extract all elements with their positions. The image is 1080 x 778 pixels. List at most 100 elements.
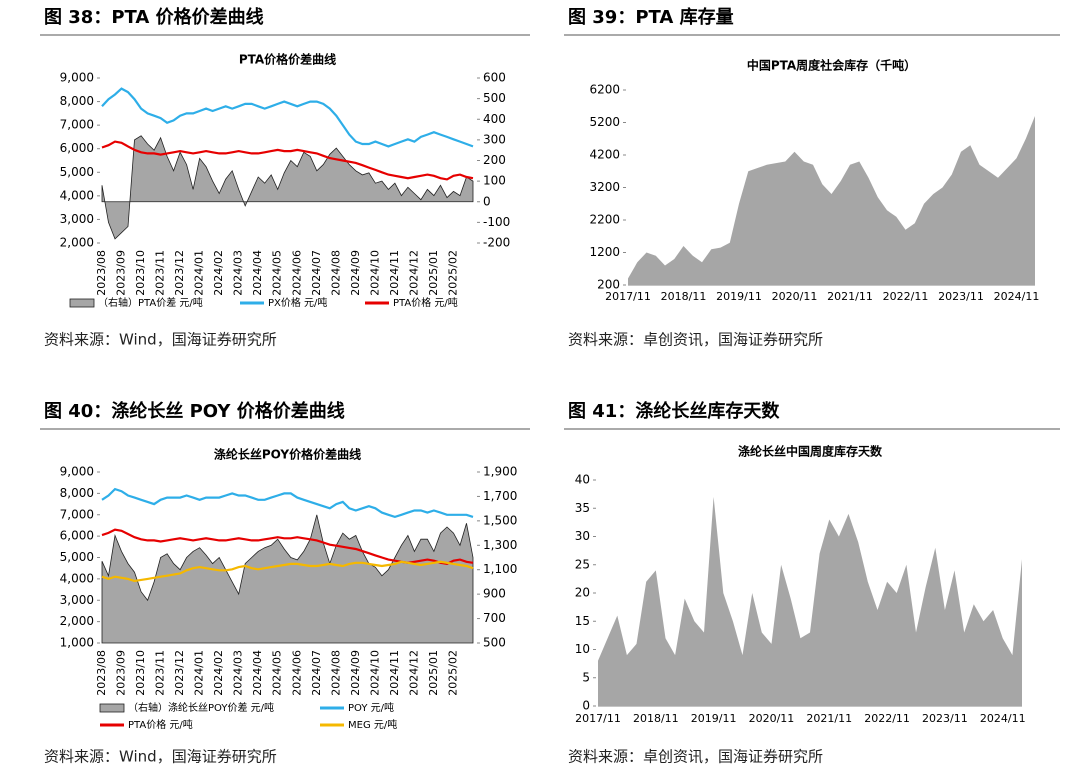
x-tick-label: 2023/10 — [134, 650, 147, 696]
x-tick-label: 2025/01 — [427, 650, 440, 696]
y-tick-label: 200 — [597, 278, 620, 292]
x-tick-label: 2024/09 — [349, 650, 362, 696]
y-tick-label: -200 — [483, 236, 510, 250]
legend-label: PTA价格 元/吨 — [128, 718, 193, 731]
x-tick-label: 2024/06 — [290, 250, 303, 296]
y-tick-label: 4200 — [589, 148, 620, 162]
y-tick-label: 3,000 — [60, 212, 94, 226]
legend-swatch — [99, 703, 125, 713]
x-tick-label: 2023/08 — [95, 650, 108, 696]
y-tick-label: 300 — [483, 132, 506, 146]
y-tick-label: 35 — [575, 501, 590, 515]
line — [101, 140, 474, 181]
x-tick-label: 2024/08 — [329, 250, 342, 296]
x-tick-label: 2024/09 — [349, 250, 362, 296]
line — [101, 487, 474, 519]
y-tick-label: -100 — [483, 215, 510, 229]
y-tick-label: 1,000 — [60, 636, 94, 650]
y-tick-label: 10 — [575, 642, 590, 656]
y-tick-label: 5,000 — [60, 165, 94, 179]
y-tick-label: 8,000 — [60, 94, 94, 108]
y-tick-label: 400 — [483, 112, 506, 126]
y-tick-label: 6,000 — [60, 529, 94, 543]
x-tick-label: 2019/11 — [716, 290, 762, 303]
y-tick-label: 7,000 — [60, 507, 94, 521]
x-tick-label: 2023/11 — [922, 712, 968, 725]
y-tick-label: 3,000 — [60, 593, 94, 607]
x-tick-label: 2023/10 — [134, 250, 147, 296]
x-tick-label: 2024/12 — [407, 250, 420, 296]
x-tick-label: 2024/07 — [310, 650, 323, 696]
y-tick-label: 0 — [483, 194, 491, 208]
y-tick-label: 9,000 — [60, 71, 94, 85]
y-tick-label: 5,000 — [60, 550, 94, 564]
x-tick-label: 2023/12 — [173, 650, 186, 696]
x-tick-label: 2024/03 — [232, 650, 245, 696]
x-tick-label: 2024/07 — [310, 250, 323, 296]
source-note: 资料来源：卓创资讯，国海证券研究所 — [568, 748, 823, 766]
y-tick-label: 5200 — [589, 115, 620, 129]
x-tick-label: 2024/10 — [368, 250, 381, 296]
y-tick-label: 1,100 — [483, 562, 517, 576]
y-tick-label: 40 — [575, 473, 590, 487]
area — [101, 135, 474, 240]
y-tick-label: 5 — [582, 670, 590, 684]
y-tick-label: 4,000 — [60, 571, 94, 585]
x-tick-label: 2021/11 — [806, 712, 852, 725]
x-tick-label: 2023/09 — [115, 250, 128, 296]
chart-title: 涤纶长丝中国周度库存天数 — [738, 444, 883, 459]
y-tick-label: 4,000 — [60, 188, 94, 202]
x-tick-label: 2024/02 — [212, 250, 225, 296]
chart-title: 中国PTA周度社会库存（千吨） — [747, 58, 916, 73]
figure-caption: 图 39：PTA 库存量 — [568, 6, 734, 28]
source-note: 资料来源：Wind，国海证券研究所 — [44, 331, 277, 349]
x-tick-label: 2024/03 — [232, 250, 245, 296]
x-tick-label: 2024/11 — [388, 250, 401, 296]
y-tick-label: 500 — [483, 91, 506, 105]
x-tick-label: 2024/08 — [329, 650, 342, 696]
y-tick-label: 900 — [483, 587, 506, 601]
legend-label: （右轴）涤纶长丝POY价差 元/吨 — [128, 701, 274, 714]
y-tick-label: 2,000 — [60, 614, 94, 628]
x-tick-label: 2024/11 — [388, 650, 401, 696]
x-tick-label: 2024/10 — [368, 650, 381, 696]
figure-caption: 图 40：涤纶长丝 POY 价格价差曲线 — [44, 400, 345, 422]
line — [101, 560, 474, 583]
x-tick-label: 2018/11 — [633, 712, 679, 725]
y-tick-label: 20 — [575, 586, 590, 600]
legend-label: PX价格 元/吨 — [268, 296, 327, 309]
y-tick-label: 25 — [575, 557, 590, 571]
y-tick-label: 1,500 — [483, 513, 517, 527]
x-tick-label: 2023/09 — [115, 650, 128, 696]
figure-caption: 图 38：PTA 价格价差曲线 — [44, 6, 264, 28]
x-tick-label: 2024/01 — [193, 650, 206, 696]
x-tick-label: 2025/02 — [446, 650, 459, 696]
y-tick-label: 200 — [483, 153, 506, 167]
x-tick-label: 2024/04 — [251, 650, 264, 696]
y-tick-label: 700 — [483, 611, 506, 625]
y-tick-label: 1,700 — [483, 489, 517, 503]
y-tick-label: 3200 — [589, 180, 620, 194]
x-tick-label: 2023/08 — [95, 250, 108, 296]
legend-label: MEG 元/吨 — [348, 718, 397, 731]
chart-title: PTA价格价差曲线 — [239, 52, 336, 67]
x-tick-label: 2023/11 — [938, 290, 984, 303]
y-tick-label: 8,000 — [60, 486, 94, 500]
y-tick-label: 7,000 — [60, 118, 94, 132]
x-tick-label: 2023/12 — [173, 250, 186, 296]
x-tick-label: 2023/11 — [154, 650, 167, 696]
x-tick-label: 2017/11 — [605, 290, 651, 303]
x-tick-label: 2023/11 — [154, 250, 167, 296]
y-tick-label: 600 — [483, 71, 506, 85]
y-tick-label: 2,000 — [60, 236, 94, 250]
figure-caption: 图 41：涤纶长丝库存天数 — [568, 400, 780, 422]
x-tick-label: 2024/11 — [994, 290, 1040, 303]
y-tick-label: 100 — [483, 174, 506, 188]
y-tick-label: 1200 — [589, 245, 620, 259]
source-note: 资料来源：卓创资讯，国海证券研究所 — [568, 331, 823, 349]
area — [598, 496, 1022, 706]
legend-label: （右轴）PTA价差 元/吨 — [98, 296, 203, 309]
x-tick-label: 2025/01 — [427, 250, 440, 296]
x-tick-label: 2020/11 — [772, 290, 818, 303]
